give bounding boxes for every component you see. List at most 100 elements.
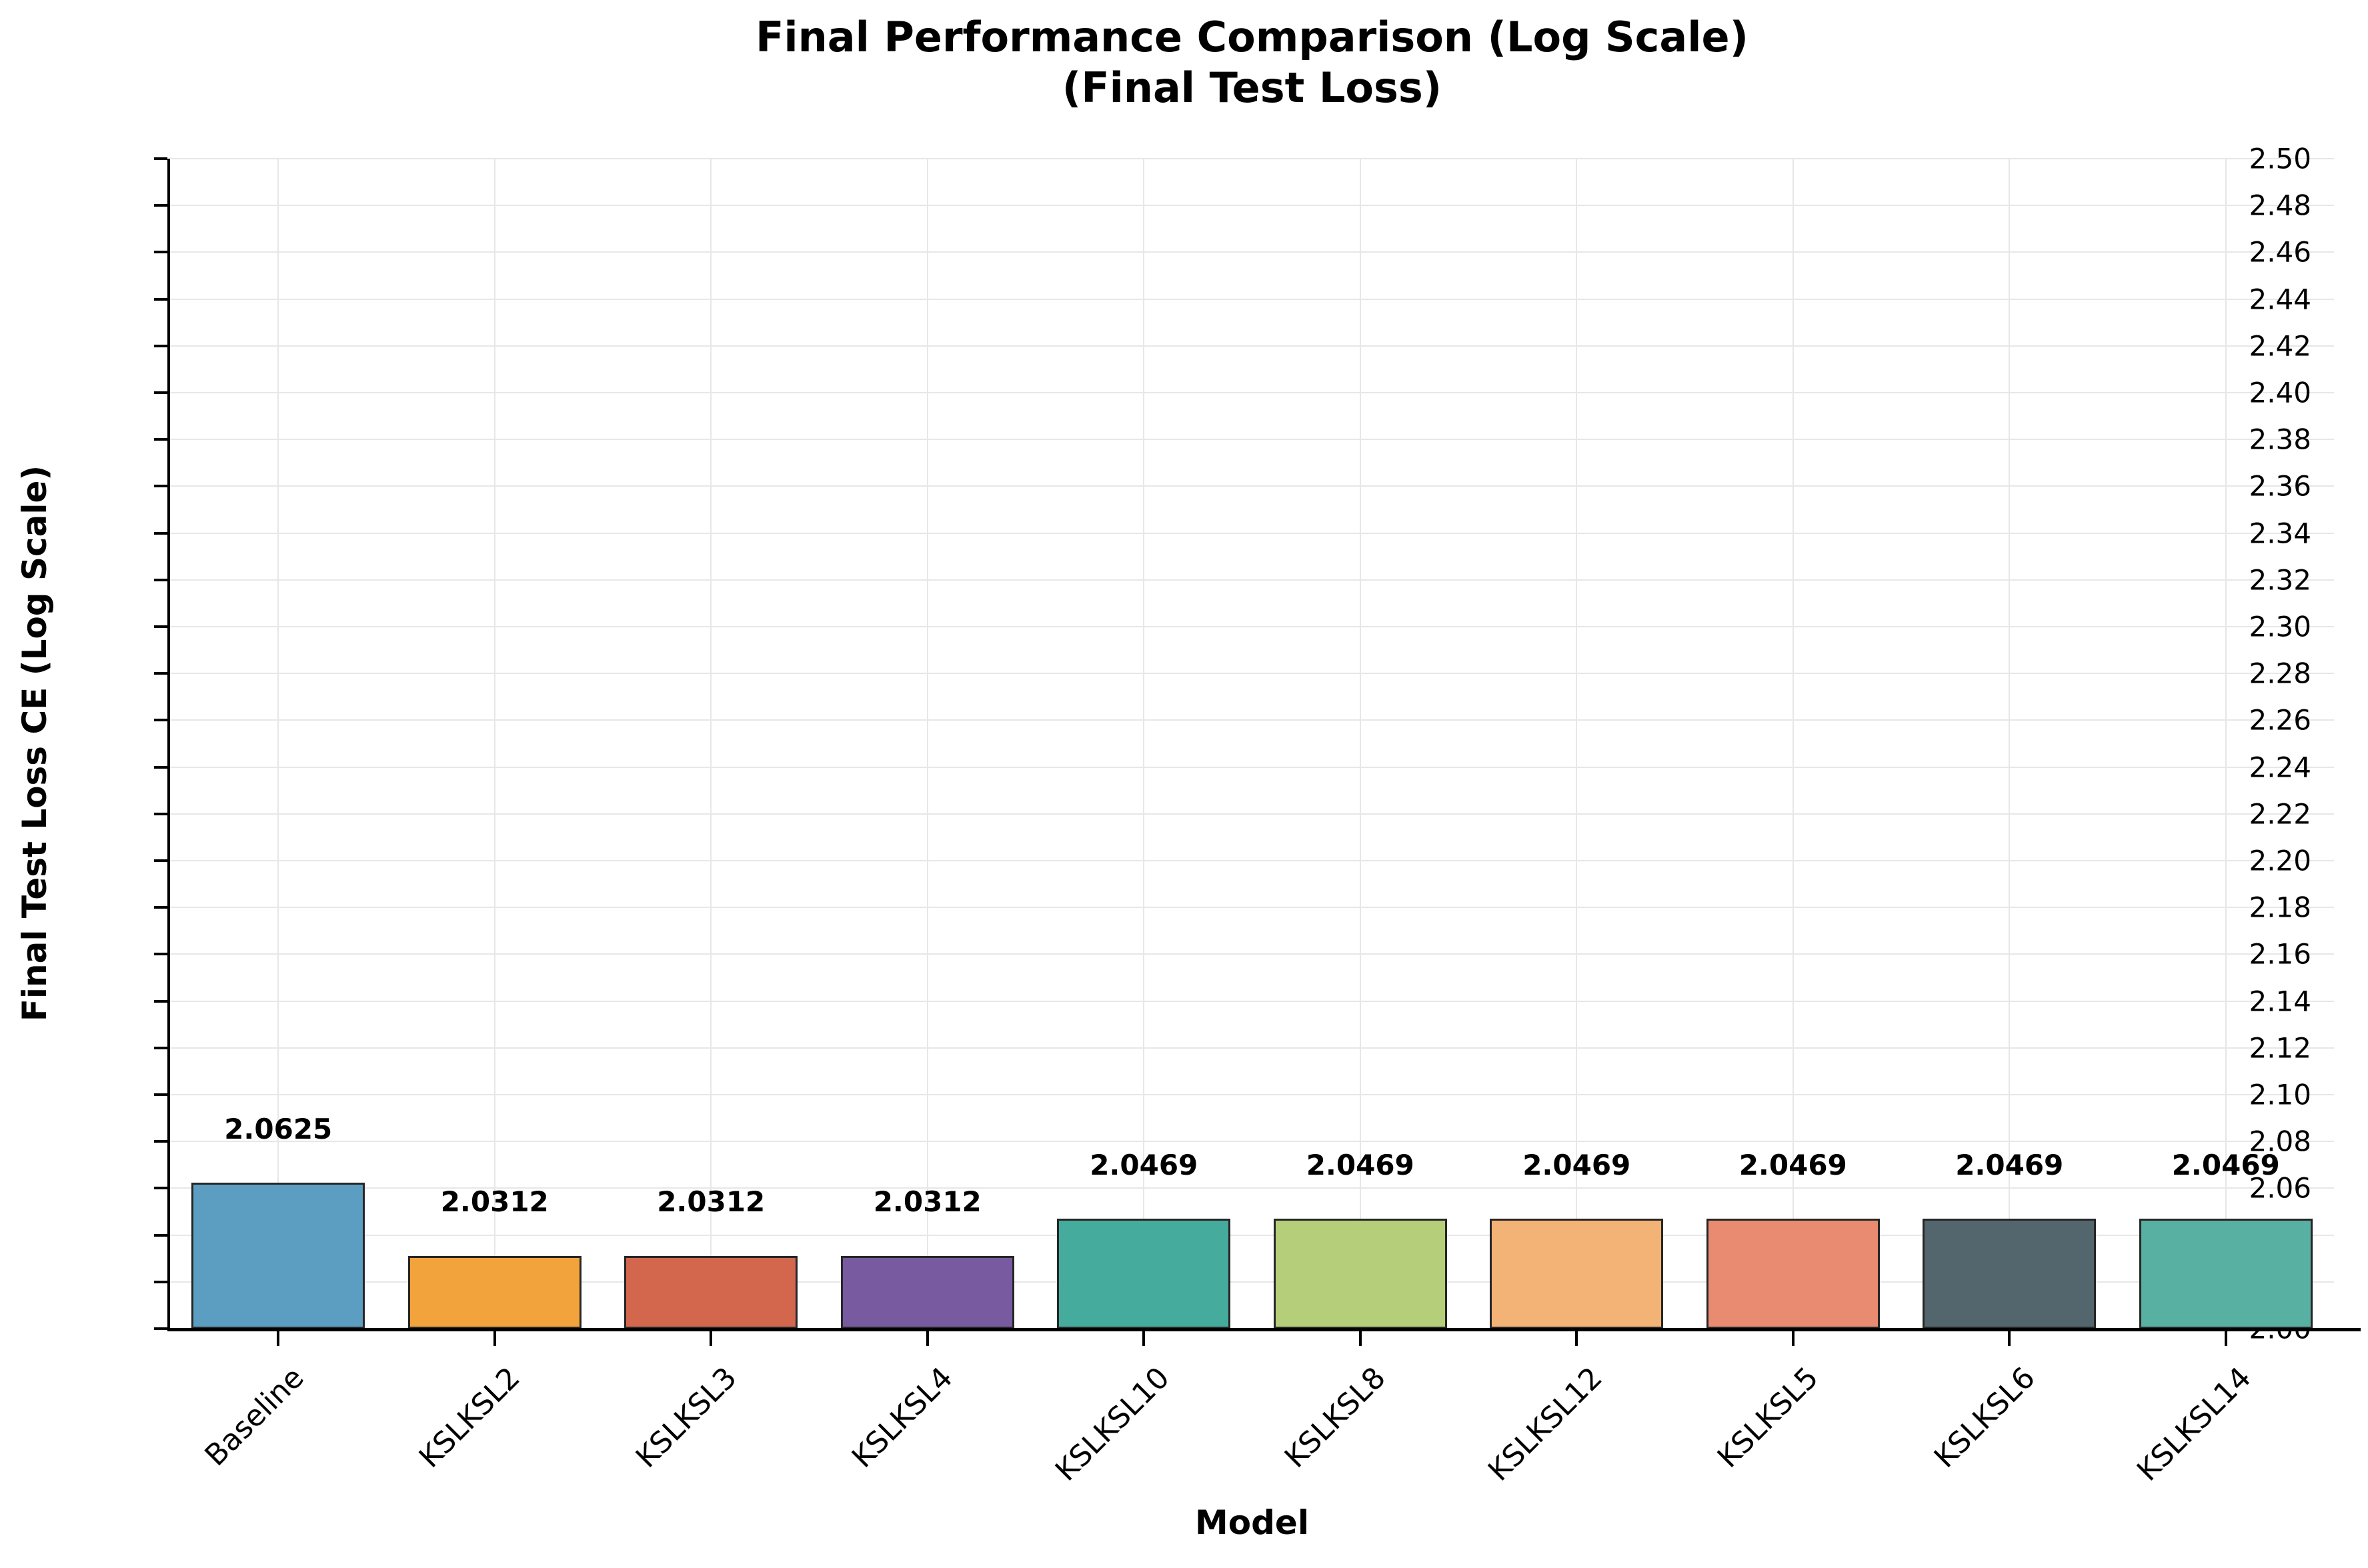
x-tick-label: KSLKSL2 bbox=[412, 1361, 527, 1475]
x-tick-mark bbox=[277, 1331, 280, 1346]
bar-value-label: 2.0312 bbox=[873, 1185, 982, 1219]
y-tick-label: 2.32 bbox=[2249, 563, 2311, 597]
y-tick-label: 2.38 bbox=[2249, 423, 2311, 456]
x-tick-mark bbox=[1791, 1331, 1795, 1346]
gridline-v bbox=[1576, 159, 1578, 1329]
gridline-h bbox=[170, 345, 2334, 347]
gridline-h bbox=[170, 953, 2334, 955]
bar-kslksl8 bbox=[1273, 1219, 1447, 1329]
x-tick-label: KSLKSL4 bbox=[845, 1361, 960, 1475]
y-tick-label: 2.26 bbox=[2249, 703, 2311, 737]
y-axis-label: Final Test Loss CE (Log Scale) bbox=[15, 465, 54, 1022]
bar-value-label: 2.0625 bbox=[224, 1112, 333, 1145]
y-tick-label: 2.08 bbox=[2249, 1125, 2311, 1158]
gridline-h bbox=[170, 1000, 2334, 1002]
bar-baseline bbox=[191, 1182, 365, 1329]
x-tick-label: KSLKSL8 bbox=[1278, 1361, 1392, 1475]
y-tick-mark bbox=[154, 906, 167, 909]
x-tick-mark bbox=[1142, 1331, 1146, 1346]
bar-value-label: 2.0469 bbox=[1738, 1149, 1847, 1182]
gridline-v bbox=[277, 159, 279, 1329]
gridline-h bbox=[170, 673, 2334, 675]
y-tick-label: 2.42 bbox=[2249, 329, 2311, 363]
x-tick-label: KSLKSL5 bbox=[1710, 1361, 1825, 1475]
gridline-h bbox=[170, 392, 2334, 393]
gridline-h bbox=[170, 579, 2334, 581]
bar-kslksl3 bbox=[624, 1255, 798, 1329]
x-tick-label: KSLKSL10 bbox=[1048, 1361, 1176, 1488]
y-tick-label: 2.24 bbox=[2249, 751, 2311, 784]
gridline-h bbox=[170, 1141, 2334, 1143]
x-tick-label: KSLKSL12 bbox=[1481, 1361, 1609, 1488]
y-tick-label: 2.12 bbox=[2249, 1031, 2311, 1065]
y-tick-mark bbox=[154, 344, 167, 347]
gridline-v bbox=[2225, 159, 2227, 1329]
gridline-h bbox=[170, 860, 2334, 861]
y-tick-mark bbox=[154, 719, 167, 722]
x-tick-label: KSLKSL3 bbox=[629, 1361, 744, 1475]
x-tick-mark bbox=[926, 1331, 929, 1346]
bar-value-label: 2.0312 bbox=[657, 1185, 766, 1219]
y-tick-label: 2.30 bbox=[2249, 610, 2311, 643]
y-tick-mark bbox=[154, 391, 167, 394]
y-tick-mark bbox=[154, 1327, 167, 1330]
chart-title-block: Final Performance Comparison (Log Scale)… bbox=[170, 12, 2334, 113]
y-tick-mark bbox=[154, 1140, 167, 1143]
gridline-h bbox=[170, 439, 2334, 441]
chart-subtitle: (Final Test Loss) bbox=[1062, 63, 1442, 112]
y-tick-mark bbox=[154, 859, 167, 862]
gridline-h bbox=[170, 1281, 2334, 1283]
x-tick-mark bbox=[710, 1331, 713, 1346]
chart-title: Final Performance Comparison (Log Scale) bbox=[756, 13, 1748, 61]
x-tick-mark bbox=[1358, 1331, 1362, 1346]
x-tick-label: KSLKSL6 bbox=[1927, 1361, 2042, 1475]
y-tick-mark bbox=[154, 1280, 167, 1283]
y-tick-label: 2.44 bbox=[2249, 283, 2311, 316]
y-tick-mark bbox=[154, 157, 167, 160]
gridline-h bbox=[170, 1047, 2334, 1049]
bar-kslksl5 bbox=[1706, 1219, 1880, 1329]
gridline-h bbox=[170, 766, 2334, 768]
gridline-v bbox=[1792, 159, 1794, 1329]
gridline-h bbox=[170, 532, 2334, 534]
y-tick-label: 2.40 bbox=[2249, 376, 2311, 409]
y-tick-label: 2.14 bbox=[2249, 985, 2311, 1018]
gridline-h bbox=[170, 813, 2334, 815]
y-tick-label: 2.16 bbox=[2249, 937, 2311, 971]
gridline-h bbox=[170, 719, 2334, 721]
bar-value-label: 2.0469 bbox=[1522, 1149, 1631, 1182]
bar-value-label: 2.0469 bbox=[1090, 1149, 1198, 1182]
bar-value-label: 2.0312 bbox=[440, 1185, 549, 1219]
y-tick-mark bbox=[154, 1187, 167, 1190]
bar-kslksl6 bbox=[1923, 1219, 2097, 1329]
x-tick-mark bbox=[2008, 1331, 2011, 1346]
x-axis-label: Model bbox=[1195, 1503, 1309, 1542]
bar-value-label: 2.0469 bbox=[2171, 1149, 2280, 1182]
y-tick-label: 2.22 bbox=[2249, 797, 2311, 831]
y-tick-mark bbox=[154, 297, 167, 301]
y-tick-mark bbox=[154, 953, 167, 956]
bar-kslksl10 bbox=[1057, 1219, 1231, 1329]
bar-kslksl12 bbox=[1490, 1219, 1664, 1329]
y-tick-mark bbox=[154, 438, 167, 441]
x-tick-label: Baseline bbox=[198, 1361, 311, 1473]
y-tick-label: 2.28 bbox=[2249, 657, 2311, 690]
y-tick-mark bbox=[154, 999, 167, 1003]
y-tick-label: 2.34 bbox=[2249, 517, 2311, 550]
y-tick-mark bbox=[154, 251, 167, 254]
y-tick-mark bbox=[154, 672, 167, 675]
gridline-h bbox=[170, 485, 2334, 487]
y-tick-label: 2.46 bbox=[2249, 235, 2311, 269]
gridline-h bbox=[170, 205, 2334, 207]
gridline-h bbox=[170, 1094, 2334, 1095]
x-tick-mark bbox=[1575, 1331, 1578, 1346]
y-tick-mark bbox=[154, 485, 167, 488]
gridline-v bbox=[1143, 159, 1145, 1329]
y-tick-label: 2.36 bbox=[2249, 469, 2311, 503]
bar-kslksl14 bbox=[2139, 1219, 2313, 1329]
y-tick-mark bbox=[154, 1093, 167, 1096]
x-tick-label: KSLKSL14 bbox=[2131, 1361, 2258, 1488]
x-axis-spine bbox=[167, 1328, 2361, 1331]
y-tick-mark bbox=[154, 1233, 167, 1237]
bar-kslksl4 bbox=[840, 1255, 1014, 1329]
